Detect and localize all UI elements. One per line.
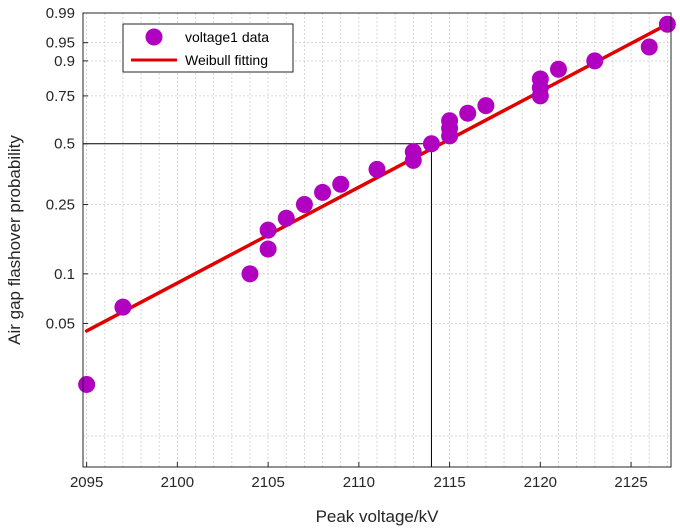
x-axis-title: Peak voltage/kV	[316, 507, 440, 526]
data-point	[241, 265, 259, 283]
y-tick-label: 0.9	[54, 53, 75, 70]
data-point	[295, 195, 313, 213]
y-tick-label: 0.25	[46, 196, 75, 213]
data-point	[314, 183, 332, 201]
data-point	[259, 221, 277, 239]
reference-lines	[83, 143, 432, 467]
data-point	[658, 15, 676, 33]
x-tick-label: 2125	[614, 474, 647, 491]
data-point	[549, 60, 567, 78]
data-point	[441, 112, 459, 130]
axes: 2095 2100 2105 2110 2115 2120 2125 0.05 0.1 0.25 0…	[46, 5, 648, 491]
x-tick-label: 2105	[251, 474, 284, 491]
data-point	[640, 38, 658, 56]
data-point	[586, 52, 604, 70]
data-point	[277, 209, 295, 227]
x-tick-label: 2095	[70, 474, 103, 491]
x-tick-label: 2100	[161, 474, 194, 491]
data-point	[114, 298, 132, 316]
x-tick-label: 2115	[433, 474, 465, 491]
legend-label-fit: Weibull fitting	[185, 52, 268, 68]
legend: voltage1 data Weibull fitting	[122, 23, 294, 73]
x-tick-label: 2120	[524, 474, 557, 491]
data-point	[259, 240, 277, 258]
y-tick-label: 0.5	[54, 136, 75, 153]
data-point	[422, 135, 440, 153]
y-axis-title: Air gap flashover probability	[5, 135, 24, 345]
data-point	[531, 70, 549, 88]
y-tick-label: 0.95	[46, 35, 75, 52]
y-tick-label: 0.1	[54, 266, 75, 283]
data-point	[78, 375, 96, 393]
legend-label-data: voltage1 data	[185, 29, 269, 45]
x-tick-label: 2110	[343, 474, 375, 491]
legend-marker-data	[145, 28, 163, 46]
plot-frame	[82, 12, 672, 468]
data-point	[459, 104, 477, 122]
data-point	[332, 175, 350, 193]
data-point	[368, 160, 386, 178]
data-point	[404, 143, 422, 161]
y-tick-label: 0.99	[46, 5, 75, 22]
data-point	[477, 97, 495, 115]
y-tick-label: 0.75	[46, 88, 75, 105]
y-tick-label: 0.05	[46, 316, 75, 333]
points-layer	[78, 15, 676, 393]
